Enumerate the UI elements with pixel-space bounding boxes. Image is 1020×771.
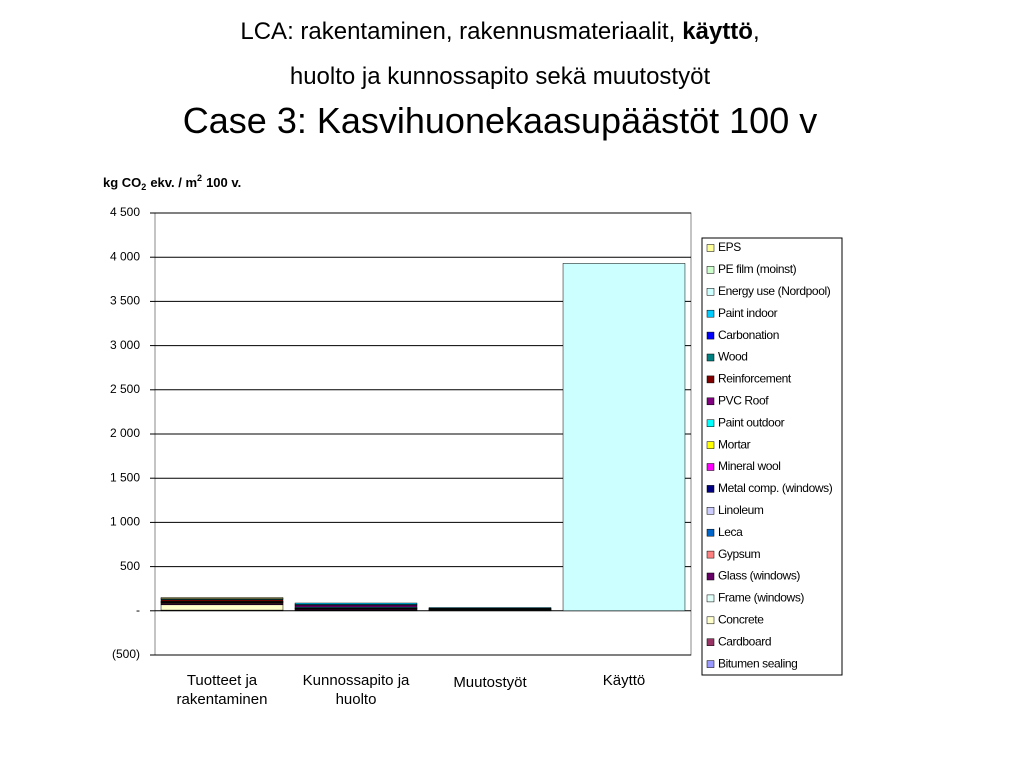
legend-label: Cardboard bbox=[718, 634, 771, 648]
legend-swatch bbox=[706, 309, 715, 318]
legend-label: Carbonation bbox=[718, 328, 779, 342]
legend-swatch bbox=[706, 594, 715, 603]
subtitle-bold: käyttö bbox=[682, 18, 753, 45]
y-label-sup: 2 bbox=[197, 173, 202, 183]
legend-swatch bbox=[706, 528, 715, 537]
y-tick-label: 2 000 bbox=[110, 426, 140, 440]
legend-label: Gypsum bbox=[718, 547, 761, 561]
subtitle-part: , bbox=[752, 18, 760, 45]
y-tick-label: 1 500 bbox=[110, 470, 140, 484]
y-tick-label: 4 500 bbox=[110, 205, 140, 219]
legend-label: Reinforcement bbox=[718, 372, 792, 386]
subtitle-part: LCA: rakentaminen, rakennusmateriaalit, bbox=[240, 18, 676, 45]
legend-label: Energy use (Nordpool) bbox=[718, 284, 831, 298]
x-tick-label: Käyttö bbox=[602, 672, 646, 689]
legend-label: Paint indoor bbox=[718, 306, 778, 320]
legend-label: Wood bbox=[718, 350, 748, 364]
y-label-part: kg CO bbox=[103, 175, 141, 190]
y-tick-label: 2 500 bbox=[110, 382, 140, 396]
x-tick-label: Tuotteet ja rakentaminen bbox=[176, 672, 268, 708]
y-tick-label: 3 500 bbox=[110, 294, 140, 308]
legend-label: Metal comp. (windows) bbox=[718, 481, 833, 495]
legend-label: Linoleum bbox=[718, 503, 764, 517]
y-tick-label: 3 000 bbox=[110, 338, 140, 352]
legend-label: Mortar bbox=[718, 437, 751, 451]
y-tick-label: 4 000 bbox=[110, 249, 140, 263]
legend-label: PE film (moinst) bbox=[718, 262, 797, 276]
legend-swatch bbox=[706, 288, 715, 296]
legend-swatch bbox=[706, 331, 715, 340]
bar-segment bbox=[160, 604, 284, 611]
y-tick-label: (500) bbox=[112, 647, 140, 661]
y-label-sub: 2 bbox=[141, 182, 146, 192]
legend-swatch bbox=[706, 660, 715, 668]
legend-swatch bbox=[706, 572, 715, 581]
x-tick-label: Muutostyöt bbox=[453, 674, 527, 691]
legend-swatch bbox=[706, 419, 715, 427]
legend-label: Mineral wool bbox=[718, 459, 781, 473]
legend-label: Paint outdoor bbox=[718, 415, 785, 429]
legend-label: Glass (windows) bbox=[718, 569, 800, 583]
bar-segment bbox=[562, 263, 686, 612]
y-tick-label: - bbox=[136, 603, 140, 617]
x-tick-label: Kunnossapito ja huolto bbox=[302, 672, 410, 708]
y-tick-label: 1 000 bbox=[110, 515, 140, 529]
legend-label: Leca bbox=[718, 525, 743, 539]
bar-segment bbox=[294, 602, 418, 605]
y-tick-label: 500 bbox=[120, 559, 140, 573]
bar-segment bbox=[428, 607, 552, 609]
legend-swatch bbox=[706, 244, 715, 252]
bar-segment bbox=[294, 604, 418, 608]
legend-label: Frame (windows) bbox=[718, 591, 804, 605]
bar-segment bbox=[160, 597, 284, 599]
legend-box bbox=[701, 237, 843, 676]
legend-label: Bitumen sealing bbox=[718, 656, 797, 670]
y-axis-label: kg CO2 ekv. / m2 100 v. bbox=[103, 173, 241, 192]
legend-label: EPS bbox=[718, 240, 741, 254]
legend-swatch bbox=[706, 266, 715, 274]
legend-swatch bbox=[706, 353, 715, 362]
legend-swatch bbox=[706, 441, 715, 449]
chart-title: Case 3: Kasvihuonekaasupäästöt 100 v bbox=[182, 100, 818, 141]
legend-swatch bbox=[706, 375, 715, 384]
legend-swatch bbox=[706, 616, 715, 625]
legend-swatch bbox=[706, 485, 715, 493]
legend-label: Concrete bbox=[718, 612, 764, 626]
subtitle-line: huolto ja kunnossapito sekä muutostyöt bbox=[289, 63, 711, 90]
legend-swatch bbox=[706, 463, 715, 471]
legend-swatch bbox=[706, 397, 715, 406]
y-label-part: ekv. / m bbox=[150, 175, 197, 190]
y-label-part: 100 v. bbox=[206, 175, 241, 190]
legend-swatch bbox=[706, 550, 715, 559]
subtitle-line: LCA: rakentaminen, rakennusmateriaalit, k… bbox=[0, 18, 1000, 46]
legend-swatch bbox=[706, 507, 715, 515]
legend-label: PVC Roof bbox=[718, 393, 769, 407]
legend-swatch bbox=[706, 638, 715, 646]
